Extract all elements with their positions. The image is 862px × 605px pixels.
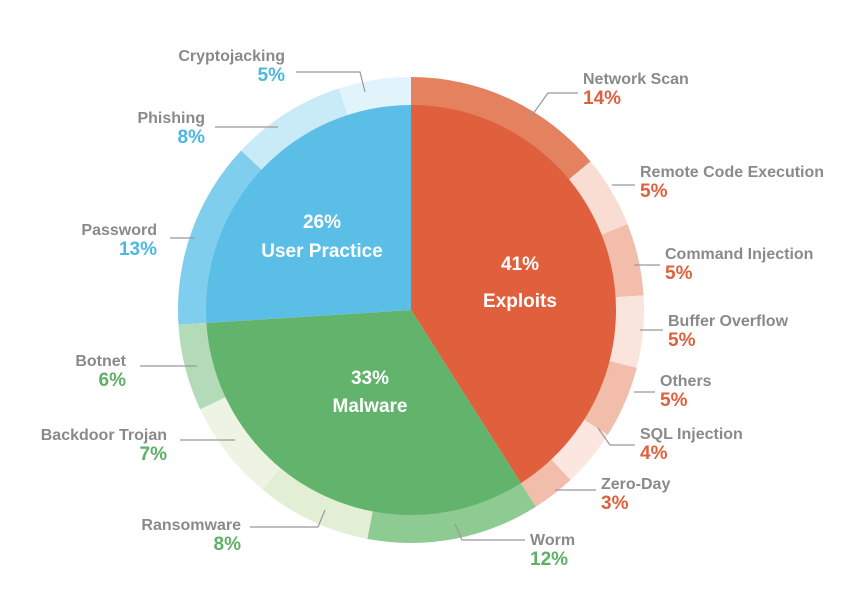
outer-name-label: Remote Code Execution <box>640 164 824 181</box>
ring-slice-command-injection <box>599 224 644 298</box>
ring-slice-remote-code-execution <box>567 161 628 236</box>
inner-slice-user-practice <box>206 105 411 323</box>
leader-line <box>529 92 578 119</box>
inner-pct-label: 41% <box>501 254 539 275</box>
inner-pct-label: 33% <box>351 368 389 389</box>
ring-slice-ransomware <box>262 466 373 539</box>
outer-pct-label: 5% <box>660 390 688 411</box>
outer-name-label: SQL Injection <box>640 426 743 443</box>
outer-pct-label: 4% <box>640 443 668 464</box>
outer-pct-label: 7% <box>140 444 168 465</box>
outer-name-label: Worm <box>530 532 575 549</box>
ring-slice-buffer-overflow <box>607 295 644 368</box>
outer-pct-label: 3% <box>601 493 629 514</box>
outer-pct-label: 5% <box>668 330 696 351</box>
leader-line <box>597 427 635 446</box>
outer-name-label: Command Injection <box>665 246 813 263</box>
outer-name-label: Buffer Overflow <box>668 313 789 330</box>
outer-pct-label: 8% <box>178 127 206 148</box>
inner-name-label: User Practice <box>261 241 382 262</box>
leader-line <box>454 523 525 541</box>
inner-slice-exploits <box>411 105 616 484</box>
ring-slice-backdoor-trojan <box>200 396 282 490</box>
inner-name-label: Exploits <box>483 291 557 312</box>
leader-line <box>250 509 326 528</box>
outer-pct-label: 13% <box>119 239 157 260</box>
outer-name-label: Zero-Day <box>601 476 670 493</box>
outer-pct-label: 8% <box>214 534 242 555</box>
outer-pct-label: 5% <box>258 65 286 86</box>
ring-slice-sql-injection <box>549 418 608 480</box>
outer-pct-label: 5% <box>665 263 693 284</box>
outer-pct-label: 5% <box>640 181 668 202</box>
ring-slice-botnet <box>178 322 228 410</box>
outer-name-label: Ransomware <box>141 517 241 534</box>
outer-pct-label: 12% <box>530 549 568 570</box>
inner-pct-label: 26% <box>303 212 341 233</box>
outer-pct-label: 6% <box>99 370 127 391</box>
outer-name-label: Network Scan <box>583 71 689 88</box>
outer-name-label: Phishing <box>137 110 205 127</box>
ring-slice-network-scan <box>411 77 591 181</box>
ring-slice-zero-day <box>519 457 571 507</box>
inner-slice-malware <box>206 310 521 515</box>
outer-name-label: Others <box>660 373 712 390</box>
outer-pct-label: 14% <box>583 88 621 109</box>
outer-name-label: Botnet <box>75 353 126 370</box>
outer-name-label: Password <box>81 222 157 239</box>
outer-name-label: Cryptojacking <box>178 48 285 65</box>
leader-line <box>296 71 366 93</box>
ring-slice-phishing <box>241 88 349 172</box>
outer-name-label: Backdoor Trojan <box>41 427 167 444</box>
inner-name-label: Malware <box>333 396 408 417</box>
ring-slice-others <box>582 360 637 435</box>
